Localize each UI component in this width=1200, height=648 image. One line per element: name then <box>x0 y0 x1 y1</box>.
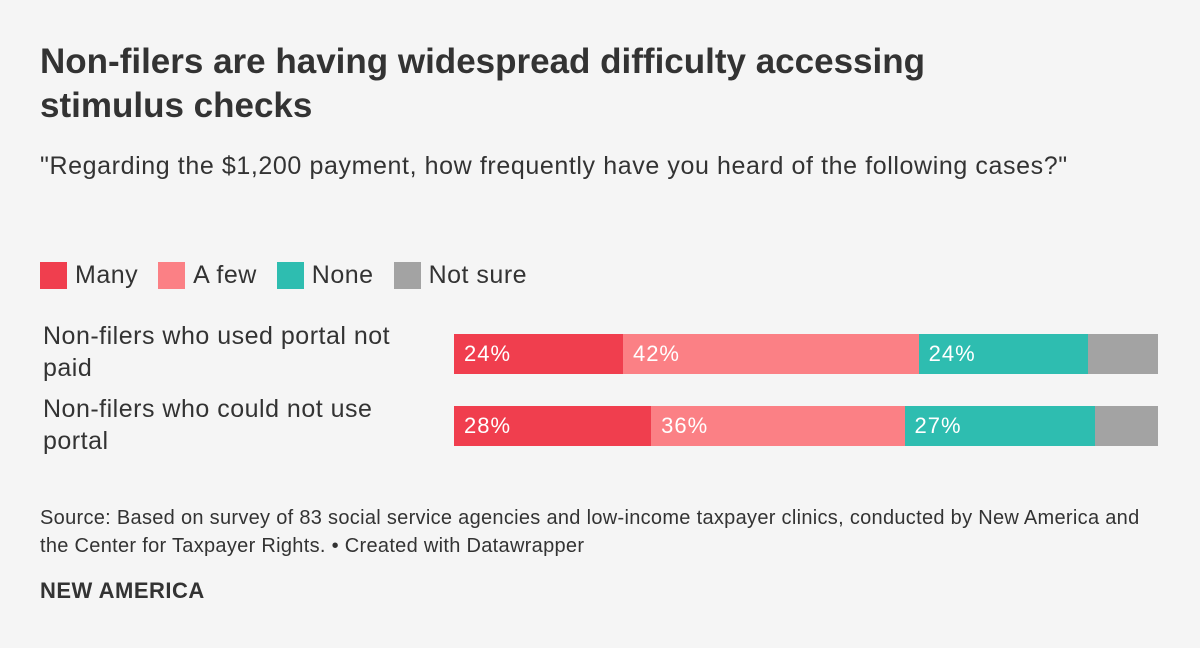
bar-segment-not-sure-row-1 <box>1087 334 1158 374</box>
legend-swatch-not-sure <box>393 261 421 289</box>
bar-segment-none-row-2: 27% <box>904 406 1095 446</box>
legend-item-many: Many <box>40 261 138 290</box>
source-text: Source: Based on survey of 83 social ser… <box>40 507 1140 557</box>
bar-segment-many-row-2: 28% <box>454 406 652 446</box>
legend-label-not-sure: Not sure <box>428 260 528 289</box>
bar-row-used-portal: 24% 42% 24% <box>454 334 1158 374</box>
chart-title: Non-filers are having widespread difficu… <box>40 42 925 125</box>
legend-label-none: None <box>311 260 374 289</box>
bar-segment-a-few-row-2: 36% <box>651 406 905 446</box>
legend: Many A few None Not sure <box>40 258 547 292</box>
bar-value-label-none-row-1: 24% <box>928 341 976 366</box>
bar-value-label-many-row-1: 24% <box>464 341 512 366</box>
legend-item-not-sure: Not sure <box>393 260 528 290</box>
legend-item-a-few: A few <box>158 261 257 290</box>
legend-swatch-none <box>276 261 304 289</box>
bar-segment-a-few-row-1: 42% <box>622 334 919 374</box>
bar-value-label-a-few-row-1: 42% <box>632 341 680 366</box>
legend-label-many: Many <box>75 260 139 289</box>
row-label-used-portal: Non-filers who used portal not paid <box>43 322 391 382</box>
bar-segment-none-row-1: 24% <box>918 334 1088 374</box>
legend-item-none: None <box>276 260 374 290</box>
datawrapper-credit: • Created with Datawrapper <box>325 535 585 557</box>
bar-value-label-many-row-2: 28% <box>464 413 512 438</box>
legend-label-a-few: A few <box>193 260 257 289</box>
bar-value-label-none-row-2: 27% <box>914 413 962 438</box>
bar-segment-not-sure-row-2 <box>1094 406 1158 446</box>
bar-value-label-a-few-row-2: 36% <box>661 413 709 438</box>
bar-segment-many-row-1: 24% <box>454 334 623 374</box>
source-note: Source: Based on survey of 83 social ser… <box>40 504 1170 560</box>
legend-swatch-many <box>40 261 67 289</box>
chart-subtitle: "Regarding the $1,200 payment, how frequ… <box>40 152 1068 180</box>
brand-logo: NEW AMERICA <box>40 578 205 603</box>
bar-row-could-not-use: 28% 36% 27% <box>454 406 1158 446</box>
row-label-could-not-use: Non-filers who could not use portal <box>43 395 373 455</box>
legend-swatch-a-few <box>158 261 186 289</box>
